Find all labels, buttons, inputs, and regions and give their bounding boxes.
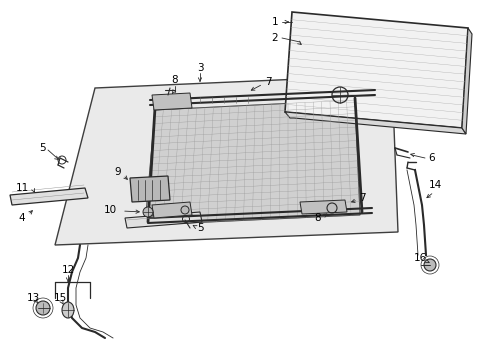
Text: 15: 15 — [53, 293, 66, 303]
Text: 5: 5 — [196, 223, 203, 233]
Text: 7: 7 — [264, 77, 271, 87]
Text: 9: 9 — [115, 167, 121, 177]
Text: 16: 16 — [412, 253, 426, 263]
Text: 12: 12 — [61, 265, 75, 275]
Polygon shape — [461, 28, 471, 134]
Polygon shape — [125, 212, 202, 228]
Polygon shape — [130, 176, 170, 202]
Polygon shape — [152, 202, 192, 218]
Circle shape — [423, 259, 435, 271]
Text: 5: 5 — [39, 143, 45, 153]
Text: 13: 13 — [26, 293, 40, 303]
Text: 6: 6 — [428, 153, 434, 163]
Ellipse shape — [62, 302, 74, 318]
Polygon shape — [10, 188, 88, 205]
Text: 8: 8 — [171, 75, 178, 85]
Polygon shape — [145, 100, 359, 225]
Text: 4: 4 — [19, 213, 25, 223]
Text: 11: 11 — [15, 183, 29, 193]
Text: 14: 14 — [427, 180, 441, 190]
Circle shape — [142, 207, 153, 217]
Text: 10: 10 — [103, 205, 116, 215]
Polygon shape — [152, 93, 192, 110]
Text: 2: 2 — [271, 33, 278, 43]
Polygon shape — [285, 112, 465, 134]
Text: 8: 8 — [314, 213, 321, 223]
Polygon shape — [285, 12, 467, 128]
Circle shape — [181, 206, 189, 214]
Polygon shape — [299, 200, 346, 214]
Circle shape — [36, 301, 50, 315]
Text: 1: 1 — [271, 17, 278, 27]
Polygon shape — [55, 75, 397, 245]
Text: 3: 3 — [196, 63, 203, 73]
Text: 7: 7 — [358, 193, 365, 203]
